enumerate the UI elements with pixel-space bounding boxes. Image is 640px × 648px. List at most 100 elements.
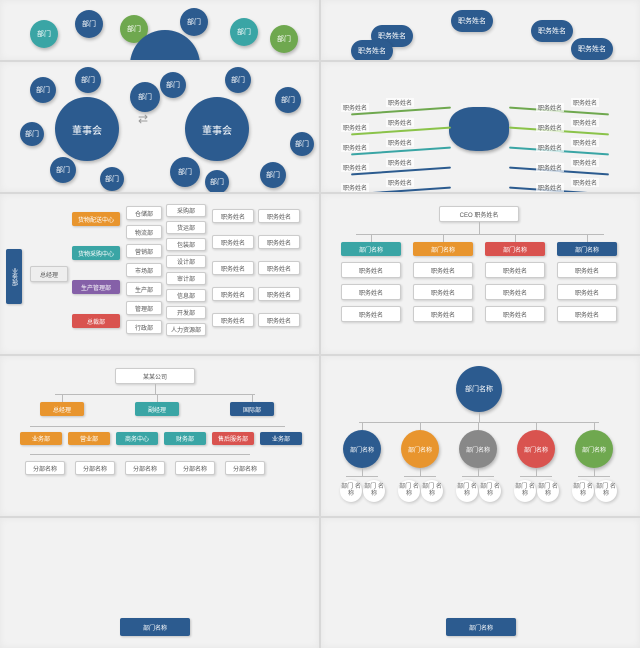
branch-sublabel: 职务姓名	[571, 98, 599, 107]
l3-box: 售后服务部	[212, 432, 254, 445]
branch-label: 职务姓名	[536, 183, 564, 192]
sat-dept: 部门	[205, 170, 229, 192]
branch-label: 职务姓名	[341, 103, 369, 112]
category-box: 生产管理部	[72, 280, 120, 294]
l2-circle: 部门名称	[517, 430, 555, 468]
bubble-dept: 部门	[270, 25, 298, 53]
l2-box: 国际部	[230, 402, 274, 416]
panel-brain-mindmap: 职务姓名职务姓名职务姓名职务姓名职务姓名职务姓名职务姓名职务姓名职务姓名职务姓名…	[321, 62, 640, 192]
branch-label: 职务姓名	[536, 103, 564, 112]
dept-box: 信息部	[166, 289, 206, 302]
connector	[356, 234, 604, 235]
role-box: 职务姓名	[341, 262, 401, 278]
leaf-box: 分部名称	[25, 461, 65, 475]
l3-box: 财务部	[164, 432, 206, 445]
connector	[30, 426, 285, 427]
dept-box: 人力资源部	[166, 323, 206, 336]
bubble-dept: 部门	[230, 18, 258, 46]
connector	[536, 422, 537, 430]
connector	[420, 468, 421, 476]
l2-circle: 部门名称	[575, 430, 613, 468]
leaf-circle: 部门 名称	[595, 480, 617, 502]
sat-dept: 部门	[50, 157, 76, 183]
category-box: 总裁部	[72, 314, 120, 328]
sat-dept: 部门	[260, 162, 286, 188]
branch-label: 职务姓名	[341, 143, 369, 152]
connector	[157, 394, 158, 402]
sat-dept: 部门	[20, 122, 44, 146]
leaf-box: 分部名称	[75, 461, 115, 475]
role-box: 职务姓名	[212, 261, 254, 275]
connector	[478, 422, 479, 430]
dept-header: 部门名称	[413, 242, 473, 256]
dept-box: 物流部	[126, 225, 162, 239]
branch-label: 职务姓名	[536, 143, 564, 152]
leaf-box: 分部名称	[175, 461, 215, 475]
connector	[587, 234, 588, 242]
role-box: 职务姓名	[212, 209, 254, 223]
connector	[252, 394, 253, 402]
dept-box: 包装部	[166, 238, 206, 251]
connector	[404, 476, 436, 477]
leaf-circle: 部门 名称	[479, 480, 501, 502]
connector	[536, 468, 537, 476]
footer-box: 部门名称	[446, 618, 516, 636]
sat-dept: 部门	[100, 167, 124, 191]
role-box: 职务姓名	[258, 261, 300, 275]
cloud-node: 职务姓名	[451, 10, 493, 32]
panel-footer-right: 部门名称	[321, 518, 640, 648]
branch-sublabel: 职务姓名	[571, 138, 599, 147]
connector	[346, 476, 378, 477]
connector	[578, 476, 610, 477]
connector	[594, 468, 595, 476]
role-box: 职务姓名	[258, 235, 300, 249]
root-circle: 部门名称	[456, 366, 502, 412]
cloud-node: 职务姓名	[351, 40, 393, 60]
brain-icon	[449, 107, 509, 151]
connector	[479, 222, 480, 234]
branch-sublabel: 职务姓名	[386, 98, 414, 107]
role-box: 职务姓名	[485, 306, 545, 322]
l2-circle: 部门名称	[401, 430, 439, 468]
role-box: 职务姓名	[212, 313, 254, 327]
connector	[62, 394, 63, 402]
panel-footer-left: 部门名称	[0, 518, 319, 648]
role-box: 职务姓名	[341, 306, 401, 322]
connector	[515, 234, 516, 242]
connector	[479, 412, 480, 422]
connector	[155, 384, 156, 394]
l2-box: 总经理	[40, 402, 84, 416]
sat-dept: 部门	[130, 82, 160, 112]
category-box: 货物采购中心	[72, 246, 120, 260]
connector	[420, 422, 421, 430]
panel-clouds: 职务姓名职务姓名职务姓名职务姓名职务姓名	[321, 0, 640, 60]
connector	[359, 422, 599, 423]
role-box: 职务姓名	[341, 284, 401, 300]
sat-dept: 部门	[225, 67, 251, 93]
branch-sublabel: 职务姓名	[386, 158, 414, 167]
role-box: 职务姓名	[258, 209, 300, 223]
bubble-dept: 部门	[30, 20, 58, 48]
role-box: 职务姓名	[557, 262, 617, 278]
dept-box: 生产部	[126, 282, 162, 296]
dept-box: 设计部	[166, 255, 206, 268]
leaf-circle: 部门 名称	[537, 480, 559, 502]
role-box: 职务姓名	[212, 235, 254, 249]
role-box: 职务姓名	[258, 313, 300, 327]
branch-sublabel: 职务姓名	[386, 138, 414, 147]
sat-dept: 部门	[160, 72, 186, 98]
role-box: 职务姓名	[557, 284, 617, 300]
branch-label: 职务姓名	[341, 123, 369, 132]
branch-label: 职务姓名	[341, 163, 369, 172]
panel-company-tree: 某某公司总经理副经理国际部业务部营业部商务中心财务部售后服务部业务部分部名称分部…	[0, 356, 319, 516]
cloud-node: 职务姓名	[571, 38, 613, 60]
sat-dept: 部门	[290, 132, 314, 156]
leaf-circle: 部门 名称	[572, 480, 594, 502]
branch-sublabel: 职务姓名	[571, 118, 599, 127]
connector	[371, 234, 372, 242]
arrow-icon: ⇄	[138, 112, 148, 126]
dept-box: 采购部	[166, 204, 206, 217]
connector	[594, 422, 595, 430]
connector	[520, 476, 552, 477]
dept-header: 部门名称	[485, 242, 545, 256]
